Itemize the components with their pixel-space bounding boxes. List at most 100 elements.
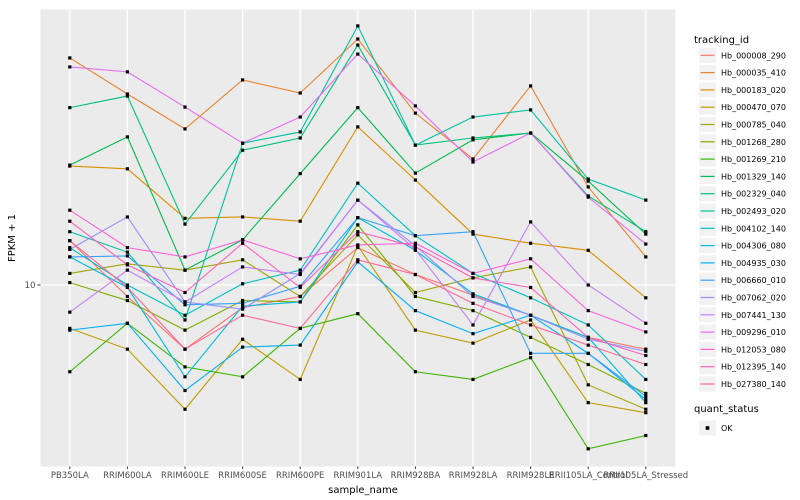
data-point [241, 141, 245, 145]
data-point [586, 447, 590, 451]
data-point [586, 309, 590, 313]
data-point [471, 230, 475, 234]
data-point [529, 335, 533, 339]
data-point [298, 300, 302, 304]
data-point [241, 345, 245, 349]
data-point [356, 243, 360, 247]
data-point [471, 341, 475, 345]
data-point [586, 283, 590, 287]
x-tick-label: RRII105LA_Stressed [603, 471, 688, 481]
data-point [471, 157, 475, 161]
data-point [125, 167, 129, 171]
data-point [644, 407, 648, 411]
data-point [183, 290, 187, 295]
data-point [644, 230, 648, 234]
data-point [241, 215, 245, 219]
data-point [356, 246, 360, 250]
data-point [529, 241, 533, 245]
data-point [471, 160, 475, 164]
data-point [298, 326, 302, 330]
data-point [644, 242, 648, 246]
data-point [298, 91, 302, 95]
data-point [183, 127, 187, 131]
legend-item-label: Hb_004935_030 [721, 259, 786, 268]
data-point [471, 301, 475, 305]
legend-item-label: Hb_000470_070 [721, 103, 786, 112]
legend-item-label: Hb_004306_080 [721, 242, 786, 251]
data-point [644, 394, 648, 399]
data-point [413, 309, 417, 313]
data-point [125, 268, 129, 272]
data-point [68, 106, 72, 110]
data-point [413, 104, 417, 108]
data-point [183, 105, 187, 109]
x-tick-label: RRIM901LA [333, 471, 382, 481]
data-point [125, 250, 129, 254]
data-point [125, 298, 129, 303]
data-point [471, 232, 475, 236]
legend-item-label: Hb_012053_080 [721, 345, 786, 354]
legend-item-label: Hb_002493_020 [721, 207, 786, 216]
data-point [529, 265, 533, 269]
data-point [644, 296, 648, 300]
data-point [183, 303, 187, 307]
legend-item-label: Hb_004102_140 [721, 224, 786, 233]
data-point [529, 220, 533, 224]
data-point [183, 375, 187, 379]
legend-item-label: Hb_000035_410 [721, 69, 786, 78]
data-point [68, 271, 72, 276]
y-tick-label: 10 [25, 281, 36, 291]
data-point [413, 178, 417, 182]
chart-panel-layer [40, 9, 676, 467]
data-point [183, 216, 187, 220]
data-point [413, 290, 417, 295]
data-point [125, 347, 129, 351]
x-tick-label: RRII105LA_Control [549, 471, 628, 481]
data-point [413, 234, 417, 238]
data-point [644, 255, 648, 259]
legend-item-label: Hb_001269_210 [721, 155, 786, 164]
data-point [644, 377, 648, 382]
data-point [183, 222, 187, 226]
data-point [298, 130, 302, 134]
legend-item-label: Hb_000183_020 [721, 86, 786, 95]
data-point [125, 92, 129, 96]
data-point [125, 254, 129, 258]
data-point [68, 255, 72, 259]
data-point [125, 285, 129, 290]
data-point [586, 383, 590, 387]
data-point [68, 56, 72, 60]
data-point [644, 411, 648, 415]
legend-item-label: Hb_000785_040 [721, 121, 786, 130]
data-point [183, 313, 187, 317]
data-point [125, 70, 129, 74]
data-point [529, 356, 533, 360]
legend-item-label: Hb_001268_280 [721, 138, 786, 147]
legend-title: tracking_id [694, 35, 749, 46]
data-point [183, 407, 187, 411]
x-axis-title: sample_name [328, 485, 398, 496]
data-point [644, 198, 648, 202]
legend-item-label: Hb_007441_130 [721, 311, 786, 320]
data-point [298, 294, 302, 299]
legend-item-label: Hb_012395_140 [721, 363, 786, 372]
data-point [183, 347, 187, 351]
data-point [125, 246, 129, 250]
x-tick-label: RRIM928BA [391, 471, 441, 481]
data-point [68, 326, 72, 330]
data-point [471, 309, 475, 313]
data-point [644, 353, 648, 358]
data-point [241, 265, 245, 269]
legend-item-label: Hb_009296_010 [721, 328, 786, 337]
data-point [586, 179, 590, 183]
data-point [356, 230, 360, 234]
y-axis-title: FPKM + 1 [7, 214, 18, 262]
data-point [471, 294, 475, 299]
data-point [644, 362, 648, 367]
data-point [356, 37, 360, 41]
data-point [586, 401, 590, 405]
data-point [586, 248, 590, 252]
data-point [241, 375, 245, 379]
